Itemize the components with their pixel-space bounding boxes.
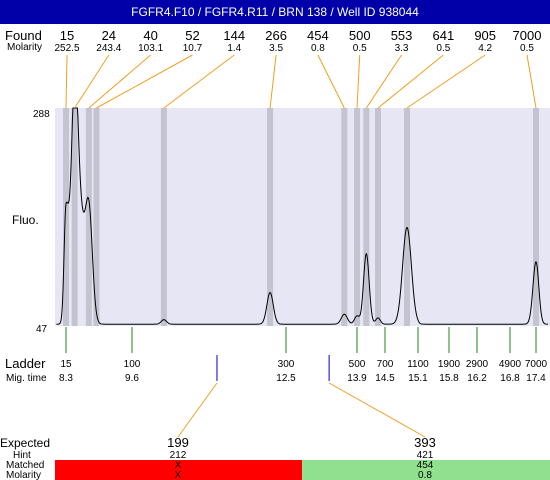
- ladder-size: 15: [60, 359, 72, 370]
- fluorescence-trace: [56, 107, 548, 325]
- ladder-mig-time: 15.1: [408, 373, 428, 384]
- expected-molarity: 0.8: [418, 470, 432, 480]
- found-peak-molarity: 10.7: [183, 43, 203, 54]
- ladder-mig-time: 9.6: [125, 373, 139, 384]
- ladder-mig-time: 8.3: [59, 373, 73, 384]
- y-tick-max: 288: [33, 109, 50, 120]
- matched-bar: [302, 460, 550, 480]
- found-row-label: Found: [5, 28, 42, 43]
- found-peak-molarity: 0.8: [311, 43, 325, 54]
- expected-row-label: Expected: [0, 436, 50, 450]
- hint-row-label: Hint: [13, 450, 31, 461]
- found-peak-leader: [526, 54, 537, 109]
- found-peak-molarity: 4.2: [478, 43, 492, 54]
- peak-band: [354, 108, 360, 326]
- found-peak-size: 905: [474, 28, 496, 43]
- found-peak-molarity: 103.1: [138, 43, 163, 54]
- ladder-size: 1100: [407, 359, 429, 370]
- peak-band: [93, 108, 100, 326]
- found-peak-size: 454: [307, 28, 329, 43]
- ladder-row-label: Ladder: [5, 356, 46, 371]
- found-peak-leader: [163, 54, 235, 109]
- plot-area: [55, 108, 550, 326]
- peak-band: [63, 108, 69, 326]
- matched-bar: [55, 460, 302, 480]
- ladder-mig-time: 12.5: [276, 373, 296, 384]
- found-peak-molarity: 3.5: [269, 43, 283, 54]
- found-peak-molarity: 243.4: [96, 43, 121, 54]
- found-peak-leader: [317, 54, 345, 109]
- found-peak-leader: [65, 54, 68, 109]
- expected-matched: X: [175, 460, 182, 471]
- peak-band: [533, 108, 539, 326]
- found-peak-size: 40: [143, 28, 157, 43]
- found-peak-leader: [365, 54, 402, 109]
- ladder-mig-time: 14.5: [375, 373, 395, 384]
- ladder-size: 2900: [466, 359, 489, 370]
- y-tick-min: 47: [36, 324, 48, 335]
- mig-time-row-label: Mig. time: [6, 373, 47, 384]
- found-peak-molarity: 252.5: [54, 43, 79, 54]
- expected-size: 199: [167, 435, 189, 450]
- ladder-size: 7000: [525, 359, 548, 370]
- found-peak-size: 266: [265, 28, 287, 43]
- found-peak-size: 553: [391, 28, 413, 43]
- ladder-size: 500: [349, 359, 366, 370]
- peak-band: [341, 108, 348, 326]
- found-peak-molarity: 1.4: [227, 43, 241, 54]
- found-peak-leader: [96, 54, 193, 109]
- found-peak-leader: [356, 54, 361, 109]
- found-peak-size: 7000: [513, 28, 542, 43]
- ladder-size: 1900: [438, 359, 461, 370]
- expected-matched: 454: [417, 460, 434, 471]
- matched-row-label: Matched: [6, 460, 44, 471]
- found-peak-size: 144: [223, 28, 245, 43]
- ladder-size: 100: [124, 359, 141, 370]
- peak-band: [160, 108, 167, 326]
- expected-hint: 421: [417, 450, 434, 461]
- found-peak-size: 15: [60, 28, 74, 43]
- molarity-bottom-row-label: Molarity: [6, 470, 41, 480]
- peak-band: [85, 108, 92, 326]
- y-axis-label: Fluo.: [12, 213, 39, 227]
- found-peak-molarity: 0.5: [520, 43, 534, 54]
- found-peak-size: 500: [349, 28, 371, 43]
- peak-band: [375, 108, 381, 326]
- peak-band: [363, 108, 370, 326]
- found-peak-leader: [74, 54, 110, 109]
- chart-title: FGFR4.F10 / FGFR4.R11 / BRN 138 / Well I…: [131, 5, 419, 19]
- ladder-mig-time: 15.8: [439, 373, 459, 384]
- expected-leader: [328, 382, 426, 438]
- ladder-mig-time: 16.8: [500, 373, 520, 384]
- found-peak-size: 24: [102, 28, 116, 43]
- peak-band: [267, 108, 274, 326]
- ladder-size: 300: [278, 359, 295, 370]
- ladder-mig-time: 13.9: [347, 373, 367, 384]
- ladder-size: 700: [377, 359, 394, 370]
- expected-molarity: X: [175, 470, 182, 480]
- molarity-row-label: Molarity: [7, 42, 42, 53]
- peak-band: [404, 108, 410, 326]
- peak-band: [71, 108, 78, 326]
- found-peak-size: 52: [185, 28, 199, 43]
- ladder-mig-time: 17.4: [526, 373, 546, 384]
- expected-hint: 212: [170, 450, 187, 461]
- expected-leader: [177, 382, 218, 438]
- found-peak-leader: [406, 54, 486, 109]
- expected-size: 393: [414, 435, 436, 450]
- ladder-size: 4900: [499, 359, 522, 370]
- found-peak-molarity: 0.5: [436, 43, 450, 54]
- found-peak-leader: [88, 54, 151, 109]
- title-bar: [0, 0, 550, 24]
- found-peak-molarity: 0.5: [353, 43, 367, 54]
- ladder-mig-time: 16.2: [467, 373, 487, 384]
- found-peak-molarity: 3.3: [395, 43, 409, 54]
- found-peak-size: 641: [433, 28, 455, 43]
- found-peak-leader: [269, 54, 277, 109]
- found-peak-leader: [377, 54, 444, 109]
